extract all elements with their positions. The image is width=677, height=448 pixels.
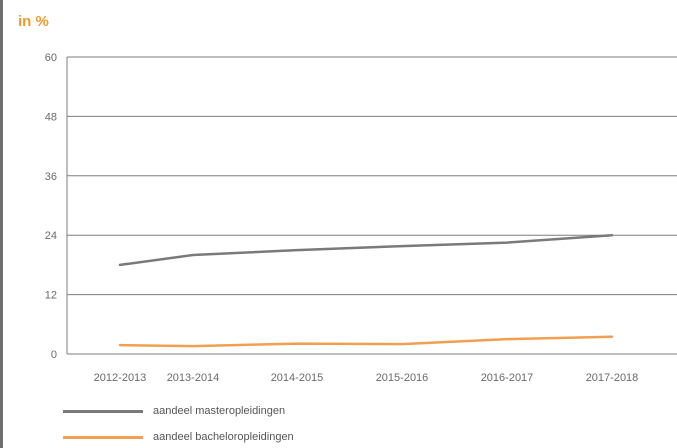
- legend-label-master: aandeel masteropleidingen: [153, 405, 286, 418]
- y-tick-label: 0: [51, 349, 57, 361]
- y-tick-label: 12: [45, 290, 57, 302]
- legend-item-bachelor: aandeel bacheloropleidingen: [63, 431, 294, 443]
- y-tick-label: 36: [45, 171, 57, 183]
- x-tick-label: 2015-2016: [376, 372, 429, 384]
- x-tick-label: 2014-2015: [271, 372, 324, 384]
- left-border-rule: [0, 0, 3, 448]
- legend-swatch-master: [63, 409, 143, 413]
- y-tick-label: 24: [45, 230, 57, 242]
- x-tick-label: 2017-2018: [586, 372, 639, 384]
- legend-label-bachelor: aandeel bacheloropleidingen: [153, 431, 294, 444]
- y-unit-label: in %: [18, 13, 49, 30]
- legend-swatch-bachelor: [63, 435, 143, 439]
- x-tick-label: 2012-2013: [94, 372, 147, 384]
- legend-item-master: aandeel masteropleidingen: [63, 405, 285, 417]
- series-line-master: [118, 233, 614, 267]
- x-tick-label: 2013-2014: [167, 372, 220, 384]
- series-line-bachelor: [118, 335, 614, 348]
- x-tick-label: 2016-2017: [481, 372, 534, 384]
- y-tick-label: 60: [45, 52, 57, 64]
- y-tick-label: 48: [45, 111, 57, 123]
